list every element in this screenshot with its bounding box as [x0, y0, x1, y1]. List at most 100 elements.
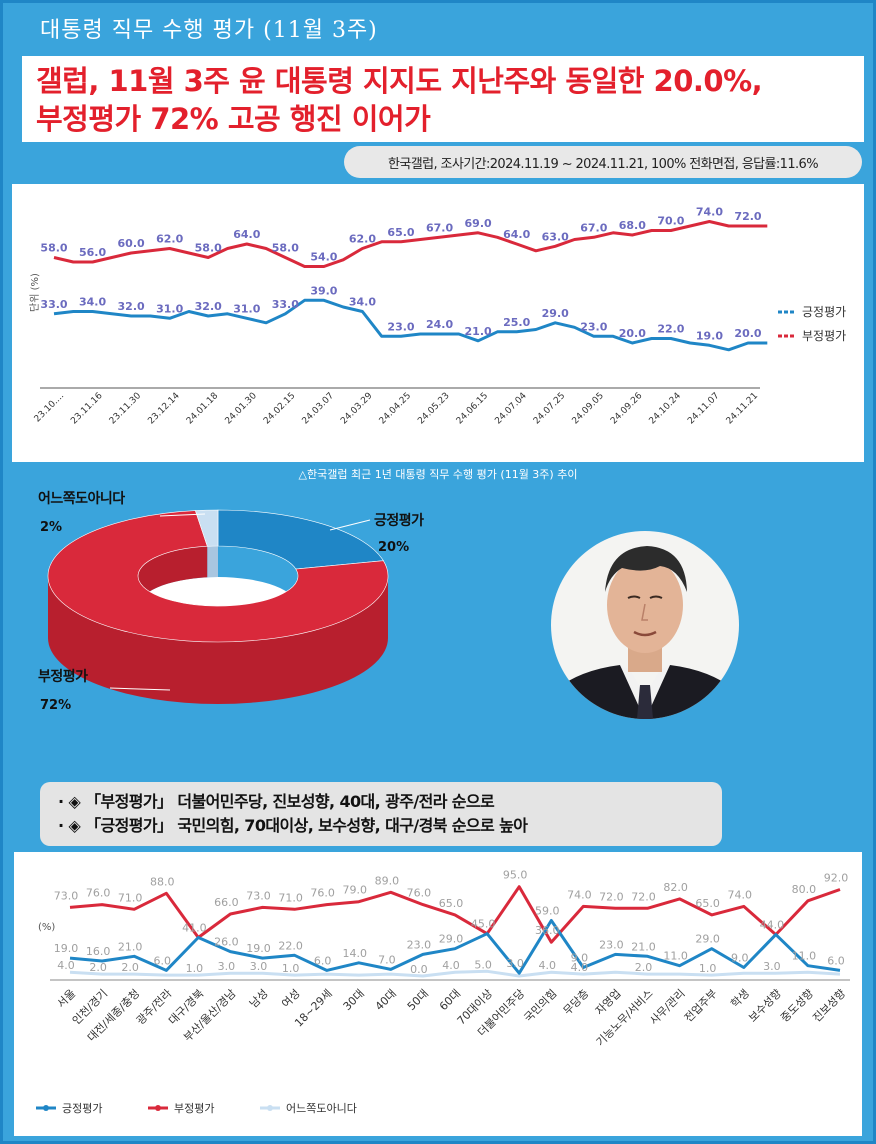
headline-box: 갤럽, 11월 3주 윤 대통령 지지도 지난주와 동일한 20.0%, 부정평…: [22, 56, 864, 142]
trend-data-label: 39.0: [310, 284, 337, 297]
demo-data-label: 3.0: [250, 960, 268, 973]
demo-data-label: 41.0: [182, 921, 207, 934]
demo-data-label: 1.0: [282, 962, 300, 975]
demo-data-label: 65.0: [439, 897, 464, 910]
trend-x-tick-label: 24.11.21: [725, 391, 760, 426]
trend-legend-label: 긍정평가: [802, 305, 846, 319]
trend-data-label: 19.0: [696, 329, 723, 342]
demo-data-label: 89.0: [375, 874, 400, 887]
pie-label-positive: 긍정평가: [374, 513, 424, 529]
trend-x-tick-label: 24.09.26: [609, 391, 645, 427]
demo-data-label: 74.0: [728, 888, 753, 901]
trend-data-label: 24.0: [426, 318, 453, 331]
demo-data-label: 14.0: [343, 947, 368, 960]
demo-data-label: 16.0: [86, 945, 111, 958]
trend-data-label: 21.0: [465, 325, 492, 338]
demo-data-label: 4.0: [539, 959, 557, 972]
trend-data-label: 60.0: [118, 237, 145, 250]
trend-x-tick-label: 24.06.15: [455, 391, 490, 426]
trend-data-label: 25.0: [503, 316, 530, 329]
demo-line-positive: [69, 919, 841, 975]
demo-data-label: 65.0: [695, 897, 720, 910]
trend-data-label: 33.0: [40, 298, 67, 311]
donut-slice-neutral: [194, 509, 219, 547]
demo-data-label: 44.0: [760, 919, 785, 932]
demo-x-tick-label: 보수성향: [746, 987, 784, 1025]
trend-data-label: 63.0: [542, 230, 569, 243]
demo-data-label: 72.0: [599, 890, 624, 903]
demo-x-tick-label: 자영업: [593, 987, 624, 1018]
trend-x-tick-label: 24.02.15: [262, 391, 297, 426]
demographic-chart: (%) 73.0 76.0 71.0 88.0 66.0 73.0 71.0 76.0 79.0 8…: [36, 869, 850, 1115]
trend-data-label: 72.0: [734, 210, 761, 223]
trend-data-label: 68.0: [619, 219, 646, 232]
demo-data-label: 2.0: [635, 961, 653, 974]
demo-legend-marker: [155, 1105, 161, 1111]
trend-x-tick-label: 23.11.16: [69, 391, 105, 427]
pie-pct-positive: 20%: [378, 540, 410, 555]
trend-chart: 단위 (%) 33.0 34.0 32.0 31.0 32.0 31.0 33.039.034…: [28, 206, 846, 427]
trend-data-label: 64.0: [503, 228, 530, 241]
demo-data-label: 23.0: [407, 938, 432, 951]
demo-x-tick-label: 국민의힘: [522, 987, 560, 1025]
trend-x-tick-label: 24.05.23: [416, 391, 451, 426]
trend-x-tick-label: 24.03.29: [339, 391, 375, 427]
demo-data-label: 9.0: [571, 952, 589, 965]
demo-data-label: 29.0: [439, 933, 464, 946]
demo-x-tick-label: 무당층: [561, 987, 592, 1018]
demo-data-label: 73.0: [246, 889, 271, 902]
trend-x-tick-label: 23.12.14: [146, 391, 182, 427]
trend-x-tick-label: 24.10.24: [648, 391, 684, 427]
demo-data-label: 74.0: [567, 888, 592, 901]
donut-leader-positive: [329, 519, 371, 531]
demo-data-label: 73.0: [54, 889, 79, 902]
trend-data-label: 32.0: [195, 300, 222, 313]
trend-data-label: 22.0: [657, 323, 684, 336]
trend-data-label: 34.0: [79, 296, 106, 309]
survey-info-text: 한국갤럽, 조사기간:2024.11.19 ~ 2024.11.21, 100%…: [388, 156, 819, 172]
demo-data-label: 82.0: [663, 881, 688, 894]
demo-data-label: 4.0: [57, 959, 75, 972]
demo-data-label: 3.0: [763, 960, 781, 973]
demo-data-label: 92.0: [824, 872, 849, 885]
portrait-photo-icon: [551, 531, 739, 719]
demo-data-label: 22.0: [278, 939, 303, 952]
trend-legend-label: 부정평가: [802, 329, 846, 343]
trend-data-label: 62.0: [349, 233, 376, 246]
demo-data-label: 95.0: [503, 869, 528, 882]
demo-data-label: 36.0: [535, 924, 560, 937]
demo-data-label: 4.0: [571, 961, 589, 974]
demo-data-label: 11.0: [792, 950, 817, 963]
trend-line-negative: [53, 220, 768, 268]
demo-x-tick-label: 30대: [341, 987, 367, 1013]
demo-data-label: 1.0: [699, 962, 717, 975]
demo-x-tick-label: 여성: [279, 987, 303, 1011]
demo-data-label: 7.0: [378, 953, 396, 966]
trend-data-label: 23.0: [387, 320, 414, 333]
demo-data-label: 6.0: [827, 954, 845, 967]
demo-legend-label: 어느쪽도아니다: [286, 1102, 357, 1115]
trend-x-tick-label: 24.01.30: [223, 391, 259, 427]
demo-data-label: 71.0: [118, 891, 143, 904]
demo-data-label: 9.0: [731, 952, 749, 965]
trend-y-axis-label: 단위 (%): [28, 273, 41, 312]
bullet-negative: · ◈ 「부정평가」 더불어민주당, 진보성향, 40대, 광주/전라 순으로: [58, 792, 495, 811]
demo-data-label: 79.0: [343, 884, 368, 897]
demo-data-label: 21.0: [118, 940, 143, 953]
trend-data-label: 58.0: [195, 242, 222, 255]
trend-x-tick-label: 23.11.30: [108, 391, 144, 427]
demo-data-label: 59.0: [535, 905, 560, 918]
demo-data-label: 6.0: [314, 954, 332, 967]
pie-label-negative: 부정평가: [38, 669, 88, 685]
trend-data-label: 34.0: [349, 296, 376, 309]
donut-side-1: [48, 576, 388, 704]
demo-x-tick-label: 남성: [247, 987, 271, 1011]
demo-data-label: 3.0: [218, 960, 236, 973]
summary-bullets: · ◈ 「부정평가」 더불어민주당, 진보성향, 40대, 광주/전라 순으로 …: [40, 782, 722, 846]
demo-data-label: 26.0: [214, 936, 239, 949]
trend-x-tick-label: 24.04.25: [378, 391, 413, 426]
demo-data-label: 29.0: [695, 933, 720, 946]
donut-slice-negative: [47, 510, 389, 643]
demo-data-label: 72.0: [631, 890, 656, 903]
